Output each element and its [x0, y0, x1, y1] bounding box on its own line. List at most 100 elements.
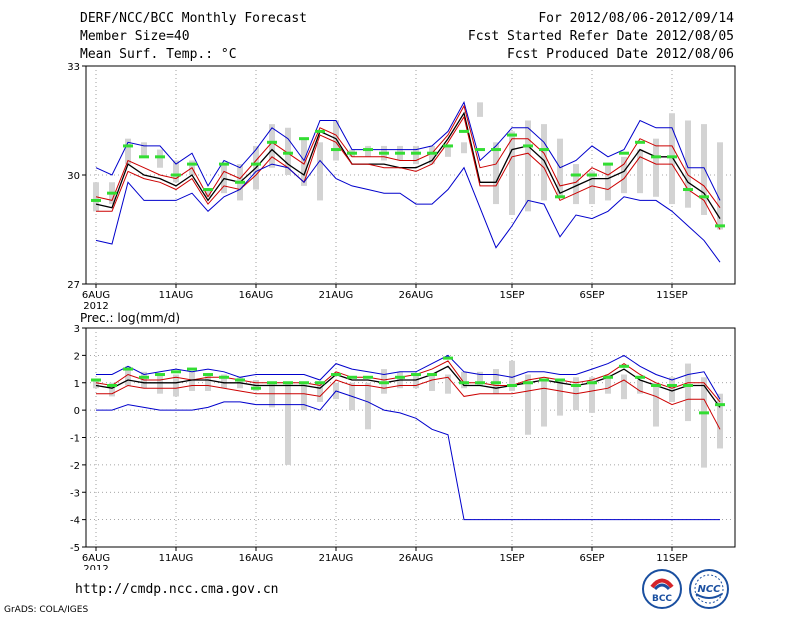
ncc-logo: NCC [689, 569, 729, 609]
series-ensemble-min [95, 159, 721, 263]
y-tick-label: -2 [70, 461, 80, 472]
y-tick-label: 1 [74, 379, 80, 390]
range-bar [269, 124, 275, 168]
series-mean-plus-spread [95, 104, 721, 208]
x-tick-label: 16AUG [239, 290, 274, 301]
series-ensemble-mean [95, 111, 721, 219]
range-bar [365, 145, 371, 157]
range-bar [157, 149, 163, 168]
range-bar [589, 171, 595, 205]
range-bar [285, 127, 291, 175]
y-tick-label: -3 [70, 488, 80, 499]
range-bar [301, 382, 307, 411]
series-mean-minus-spread [96, 376, 721, 430]
range-bar [445, 374, 451, 394]
range-bar [557, 380, 563, 416]
range-bar [653, 138, 659, 197]
started-refer-date-label: Fcst Started Refer Date 2012/08/05 [467, 29, 734, 44]
range-bar [317, 382, 323, 402]
range-bar [573, 164, 579, 205]
x-tick-label: 11AUG [159, 290, 194, 301]
y-tick-label: -1 [70, 434, 80, 445]
range-bar [413, 374, 419, 389]
bcc-logo-text: BCC [652, 594, 672, 604]
x-tick-label: 21AUG [319, 290, 354, 301]
x-tick-label: 6AUG [82, 290, 110, 301]
range-bar [621, 374, 627, 400]
range-bar [141, 142, 147, 157]
range-bar [429, 374, 435, 391]
range-bar [413, 145, 419, 165]
produced-date-label: Fcst Produced Date 2012/08/06 [507, 47, 734, 62]
range-bar [717, 393, 723, 449]
range-bar [589, 377, 595, 413]
range-bar [541, 380, 547, 427]
range-bar [509, 360, 515, 391]
series-ensemble-max [95, 100, 721, 201]
x-tick-label: 1SEP [499, 553, 524, 564]
grads-credit: GrADS: COLA/IGES [4, 605, 89, 615]
range-bar [429, 145, 435, 165]
series-ensemble-max [96, 354, 721, 400]
y-tick-label: -5 [70, 543, 80, 554]
x-tick-label: 6SEP [579, 290, 604, 301]
range-bar [461, 142, 467, 154]
ncc-logo-text: NCC [697, 584, 721, 595]
range-bar [461, 371, 467, 389]
series-ensemble-min [96, 390, 720, 521]
variable-label: Mean Surf. Temp.: °C [80, 47, 237, 62]
range-bar [637, 149, 643, 194]
range-bar [285, 382, 291, 465]
y-tick-label: 33 [67, 62, 80, 73]
chart-title: DERF/NCC/BCC Monthly Forecast [80, 11, 307, 26]
range-bar [605, 374, 611, 394]
range-bar [333, 120, 339, 161]
x-tick-label: 26AUG [399, 553, 434, 564]
range-bar [445, 145, 451, 157]
range-bar [189, 371, 195, 391]
range-bar [653, 382, 659, 427]
x-tick-label: 6SEP [579, 553, 604, 564]
forecast-period-label: For 2012/08/06-2012/09/14 [538, 11, 734, 26]
series-ensemble-mean [95, 365, 721, 408]
bcc-logo: BCC [642, 569, 682, 609]
x-tick-label: 21AUG [319, 553, 354, 564]
range-bar [93, 182, 99, 212]
range-bar [701, 377, 707, 468]
range-bar [205, 374, 211, 391]
range-bar [509, 131, 515, 215]
range-bar [205, 189, 211, 197]
x-tick-label: 6AUG [82, 553, 110, 564]
x-tick-label: 26AUG [399, 290, 434, 301]
range-bar [637, 380, 643, 394]
range-bar [525, 120, 531, 212]
range-bar [477, 102, 483, 117]
y-tick-label: 3 [74, 324, 80, 335]
range-bar [701, 124, 707, 215]
member-size-label: Member Size=40 [80, 29, 190, 44]
range-bar [157, 374, 163, 394]
x-tick-sublabel: 2012 [83, 564, 108, 570]
range-bar [173, 160, 179, 183]
range-bar [621, 156, 627, 194]
range-bar [125, 366, 131, 386]
range-bar [301, 138, 307, 186]
series-mean-minus-spread [96, 115, 721, 230]
range-bar [365, 382, 371, 430]
y-tick-label: -4 [70, 516, 80, 527]
x-tick-label: 11SEP [656, 290, 687, 301]
range-bar [605, 164, 611, 201]
range-bar [717, 142, 723, 230]
x-tick-label: 16AUG [239, 553, 274, 564]
range-bar [173, 374, 179, 397]
range-bar [669, 113, 675, 205]
x-tick-label: 11AUG [159, 553, 194, 564]
y-tick-label: 0 [74, 406, 80, 417]
range-bar [93, 380, 99, 389]
x-tick-label: 11SEP [656, 553, 687, 564]
range-bar [317, 142, 323, 201]
range-bar [269, 382, 275, 408]
x-tick-sublabel: 2012 [83, 301, 108, 310]
